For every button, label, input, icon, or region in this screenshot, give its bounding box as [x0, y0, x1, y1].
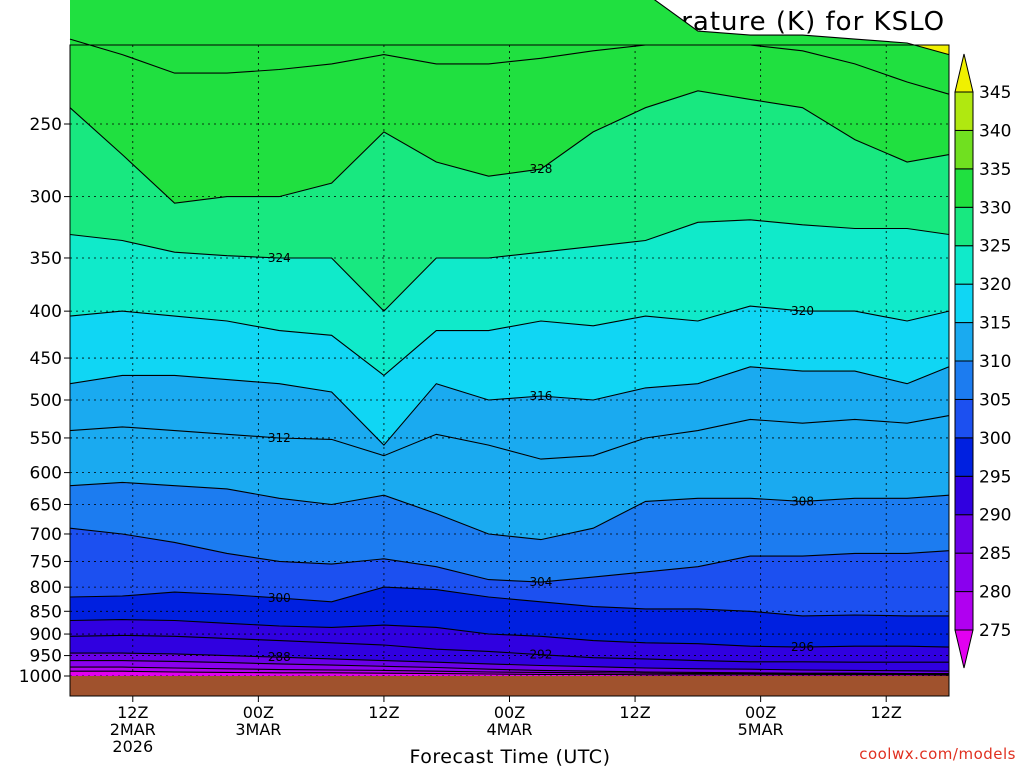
- y-tick-label-350: 350: [30, 249, 62, 269]
- colorbar-arrow-low: [954, 629, 974, 669]
- colorbar-swatch-290: [954, 475, 974, 516]
- colorbar-swatch-295: [954, 437, 974, 477]
- isentrope-label-328: 328: [529, 162, 552, 176]
- isentrope-280: [70, 666, 950, 675]
- y-tick-label-450: 450: [30, 349, 62, 369]
- colorbar-swatch-300: [954, 398, 974, 439]
- isentrope-324: [69, 219, 950, 312]
- y-tick-label-1000: 1000: [19, 667, 62, 687]
- y-tick-label-550: 550: [30, 429, 62, 449]
- y-tick-label-800: 800: [30, 578, 62, 598]
- x-tick-label-66-2: 5MAR: [738, 720, 784, 739]
- isentrope-label-304: 304: [529, 575, 552, 589]
- y-tick-label-650: 650: [30, 495, 62, 515]
- isentrope-300: [69, 586, 949, 617]
- colorbar-swatch-320: [954, 245, 974, 285]
- y-tick-label-700: 700: [30, 525, 62, 545]
- colorbar-swatch-335: [954, 129, 974, 170]
- colorbar-label-275: 275: [979, 621, 1011, 641]
- isentrope-332: [69, 38, 950, 95]
- x-tick-label-6-3: 2026: [112, 737, 153, 756]
- isentrope-304: [69, 527, 950, 583]
- isentrope-312: [69, 415, 950, 460]
- isentrope-288: [70, 652, 950, 672]
- x-tick-label-6-2: 2MAR: [110, 720, 156, 739]
- colorbar-label-280: 280: [979, 583, 1011, 603]
- colorbar-swatch-310: [954, 322, 974, 362]
- colorbar-swatch-285: [954, 514, 974, 554]
- colorbar-label-305: 305: [979, 390, 1011, 410]
- colorbar-label-315: 315: [979, 314, 1011, 334]
- y-tick-label-750: 750: [30, 552, 62, 572]
- x-tick-label-18-1: 00Z: [243, 703, 274, 722]
- x-tick-label-54-1: 12Z: [619, 703, 650, 722]
- colorbar-swatch-340: [954, 91, 974, 131]
- isentrope-320: [69, 305, 950, 377]
- colorbar-swatch-330: [954, 168, 974, 208]
- colorbar-label-310: 310: [979, 352, 1011, 372]
- isentrope-label-300: 300: [268, 591, 291, 605]
- y-tick-label-400: 400: [30, 302, 62, 322]
- isentrope-308: [69, 481, 950, 541]
- x-axis-label: Forecast Time (UTC): [410, 746, 611, 768]
- colorbar-label-325: 325: [979, 237, 1011, 257]
- x-tick-label-42-1: 00Z: [494, 703, 525, 722]
- y-tick-label-250: 250: [30, 115, 62, 135]
- y-tick-label-500: 500: [30, 391, 62, 411]
- isentrope-label-324: 324: [268, 251, 291, 265]
- colorbar: 275 280 285 290 295 300 305 310 315 320 325 330 335 3…: [954, 53, 1011, 669]
- isentrope-276: [70, 670, 950, 676]
- x-tick-label-18-2: 3MAR: [235, 720, 281, 739]
- x-tick-label-42-2: 4MAR: [486, 720, 532, 739]
- isentrope-label-296: 296: [791, 640, 814, 654]
- colorbar-arrow-high: [954, 53, 974, 93]
- isentrope-284: [70, 660, 949, 675]
- isentrope-label-292: 292: [529, 648, 552, 662]
- y-tick-label-900: 900: [30, 625, 62, 645]
- isentrope-316: [69, 366, 950, 446]
- isentrope-label-320: 320: [791, 304, 814, 318]
- credit-link[interactable]: coolwx.com/models: [859, 745, 1016, 763]
- colorbar-label-320: 320: [979, 275, 1011, 295]
- colorbar-label-330: 330: [979, 198, 1011, 218]
- colorbar-label-335: 335: [979, 160, 1011, 180]
- isentrope-336: [653, 0, 950, 56]
- colorbar-label-290: 290: [979, 506, 1011, 526]
- colorbar-label-285: 285: [979, 544, 1011, 564]
- isentrope-label-288: 288: [268, 650, 291, 664]
- isentrope-label-312: 312: [268, 431, 291, 445]
- colorbar-swatch-325: [954, 206, 974, 247]
- y-tick-label-950: 950: [30, 647, 62, 667]
- colorbar-swatch-315: [954, 283, 974, 324]
- y-tick-label-300: 300: [30, 188, 62, 208]
- colorbar-swatch-275: [954, 591, 974, 631]
- colorbar-swatch-280: [954, 552, 974, 593]
- y-tick-label-850: 850: [30, 602, 62, 622]
- x-tick-label-78-1: 12Z: [871, 703, 902, 722]
- isentrope-328: [69, 90, 950, 204]
- x-tick-label-66-1: 00Z: [745, 703, 776, 722]
- y-tick-label-600: 600: [30, 464, 62, 484]
- isentrope-label-316: 316: [529, 389, 552, 403]
- x-tick-label-6-1: 12Z: [117, 703, 148, 722]
- y-axis-ticks: 250 300 350 400 450 500 550 600 650 700 750 800 850 9…: [19, 115, 70, 687]
- isentrope-lines: 288 292 296 300 304 308 312 316 320 324 328: [69, 0, 950, 676]
- colorbar-label-300: 300: [979, 429, 1011, 449]
- colorbar-label-295: 295: [979, 467, 1011, 487]
- colorbar-swatch-305: [954, 360, 974, 400]
- colorbar-label-345: 345: [979, 83, 1011, 103]
- isentrope-296: [69, 619, 950, 648]
- colorbar-label-340: 340: [979, 121, 1011, 141]
- isentrope-292: [69, 634, 949, 663]
- grid-lines: [70, 45, 949, 696]
- x-tick-label-30-1: 12Z: [368, 703, 399, 722]
- ground-surface: [70, 676, 949, 696]
- isentrope-label-308: 308: [791, 494, 814, 508]
